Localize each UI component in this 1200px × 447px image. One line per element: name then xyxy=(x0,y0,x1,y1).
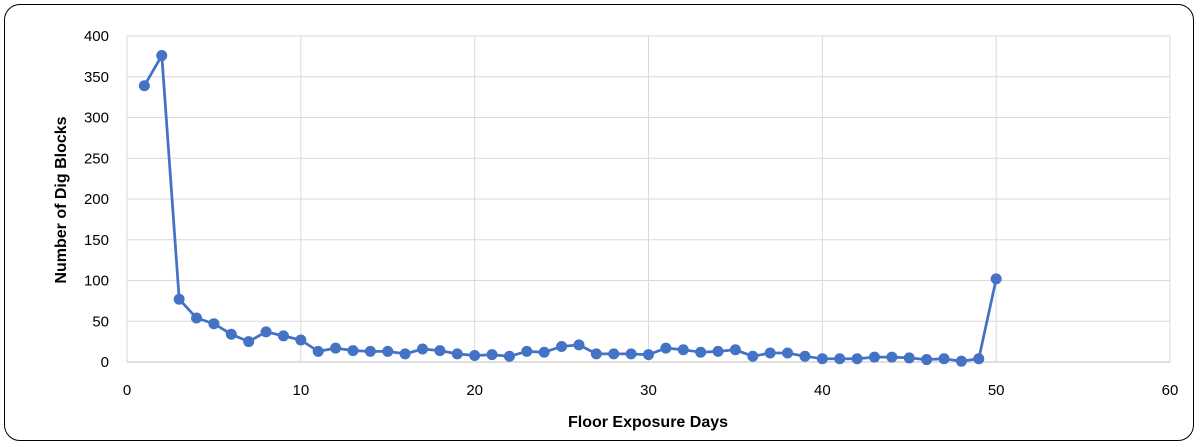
data-point xyxy=(903,352,915,364)
data-point xyxy=(399,348,411,360)
data-point xyxy=(312,345,324,357)
data-point xyxy=(486,349,498,361)
data-point xyxy=(260,326,272,338)
x-tick-label: 50 xyxy=(988,382,1005,399)
data-point xyxy=(921,354,933,366)
data-point xyxy=(451,348,463,360)
data-point xyxy=(834,353,846,365)
data-point xyxy=(573,339,585,351)
data-point xyxy=(364,345,376,357)
data-point xyxy=(469,349,481,361)
data-point xyxy=(295,334,307,346)
y-tick-label: 200 xyxy=(84,191,109,208)
x-tick-label: 60 xyxy=(1162,382,1179,399)
data-point xyxy=(695,346,707,358)
x-tick-label: 30 xyxy=(640,382,657,399)
y-tick-label: 100 xyxy=(84,273,109,290)
x-tick-label: 0 xyxy=(123,382,131,399)
data-point xyxy=(556,341,568,353)
data-point xyxy=(434,345,446,357)
x-tick-label: 40 xyxy=(814,382,831,399)
x-tick-label: 20 xyxy=(466,382,483,399)
data-point xyxy=(955,355,967,367)
series-line xyxy=(143,54,998,363)
gridlines xyxy=(126,35,1171,363)
data-point xyxy=(382,345,394,357)
data-point xyxy=(538,346,550,358)
data-point xyxy=(747,350,759,362)
data-point xyxy=(347,345,359,357)
x-axis-title: Floor Exposure Days xyxy=(568,414,728,431)
data-point xyxy=(816,353,828,365)
y-tick-label: 150 xyxy=(84,232,109,249)
data-point xyxy=(851,353,863,365)
data-point xyxy=(277,330,289,342)
y-tick-label: 300 xyxy=(84,110,109,127)
data-point xyxy=(608,348,620,360)
data-point xyxy=(503,350,515,362)
data-point xyxy=(973,353,985,365)
data-point xyxy=(886,351,898,363)
data-point xyxy=(782,347,794,359)
data-point xyxy=(938,353,950,365)
y-tick-label: 0 xyxy=(101,354,109,371)
y-tick-label: 350 xyxy=(84,69,109,86)
y-tick-label: 50 xyxy=(92,313,109,330)
data-point xyxy=(625,348,637,360)
data-point xyxy=(764,347,776,359)
y-tick-label: 250 xyxy=(84,150,109,167)
data-point xyxy=(173,293,185,305)
data-point xyxy=(677,344,689,356)
data-point xyxy=(330,342,342,354)
data-point xyxy=(243,336,255,348)
data-point xyxy=(590,348,602,360)
data-point xyxy=(712,345,724,357)
data-point xyxy=(191,312,203,324)
data-point xyxy=(138,80,150,92)
data-point xyxy=(990,273,1002,285)
data-point xyxy=(868,351,880,363)
x-tick-label: 10 xyxy=(292,382,309,399)
y-tick-label: 400 xyxy=(84,28,109,45)
x-tick-labels: 0 10 20 30 40 50 60 xyxy=(123,382,1179,399)
data-point xyxy=(208,318,220,330)
data-point xyxy=(799,350,811,362)
y-axis-title: Number of Dig Blocks xyxy=(53,116,70,283)
data-point xyxy=(417,343,429,355)
y-tick-labels: 0 50 100 150 200 250 300 350 400 xyxy=(84,28,109,371)
data-point xyxy=(729,344,741,356)
data-point xyxy=(660,342,672,354)
data-point xyxy=(521,345,533,357)
data-point xyxy=(156,50,168,62)
data-point xyxy=(643,349,654,361)
data-point xyxy=(225,328,237,340)
data-series xyxy=(138,50,1002,367)
